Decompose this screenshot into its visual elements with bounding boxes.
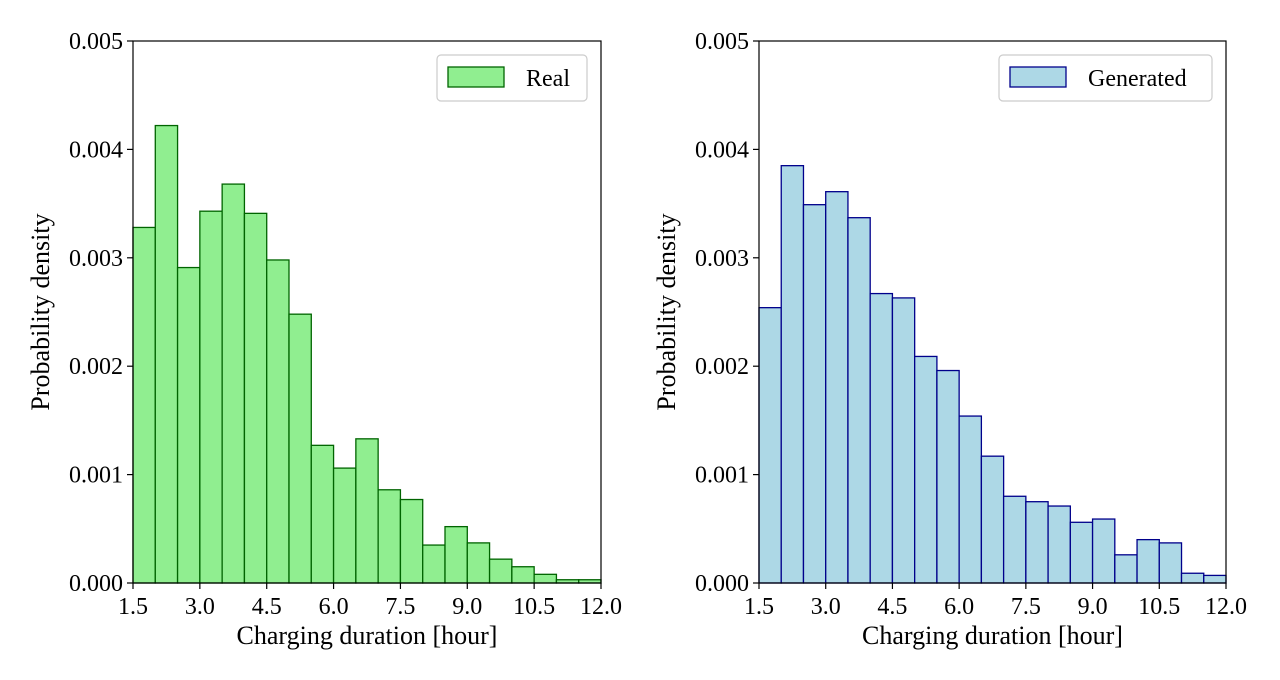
histogram-bar	[132, 226, 156, 584]
legend-label: Real	[526, 66, 570, 92]
x-tick-label: 12.0	[1205, 594, 1247, 620]
histogram-bar	[310, 444, 335, 584]
y-tick-label: 0.002	[695, 354, 749, 380]
histogram-bar	[1025, 501, 1049, 584]
histogram-bar	[154, 124, 179, 584]
y-tick-label: 0.004	[69, 137, 123, 163]
histogram-bar	[355, 438, 379, 584]
histogram-bar	[466, 542, 491, 584]
y-tick-label: 0.004	[695, 137, 749, 163]
histogram-bar	[377, 489, 402, 584]
x-tick-label: 12.0	[580, 594, 622, 620]
chart-panel-generated: 1.5 3.0 4.5 6.0 7.5 9.0 10.5 12.0 0.000 0.001 0.00…	[652, 29, 1247, 650]
histogram-bar	[511, 566, 535, 584]
legend: Generated	[998, 54, 1213, 102]
legend-label: Generated	[1088, 66, 1187, 92]
histogram-bar	[1136, 538, 1160, 584]
x-tick-label: 10.5	[513, 594, 555, 620]
histogram-bar	[847, 217, 871, 584]
histogram-bar	[266, 259, 290, 584]
histogram-bar	[1203, 574, 1227, 584]
y-tick-label: 0.000	[69, 571, 123, 597]
histogram-bar	[399, 498, 424, 584]
y-axis-label: Probability density	[652, 213, 681, 410]
histogram-bar	[1158, 542, 1183, 584]
y-tick-label: 0.003	[69, 246, 123, 272]
x-tick-label: 10.5	[1138, 594, 1180, 620]
histogram-bar	[914, 355, 938, 584]
x-tick-label: 7.5	[1011, 594, 1041, 620]
histogram-bar	[1114, 554, 1138, 584]
y-tick-label: 0.001	[695, 463, 749, 489]
histogram-bar	[422, 544, 446, 584]
legend-swatch	[1009, 66, 1067, 88]
x-tick-label: 1.5	[744, 594, 774, 620]
histogram-bar	[488, 558, 513, 584]
x-tick-label: 3.0	[811, 594, 841, 620]
histogram-bar	[758, 307, 782, 584]
histogram-bar	[444, 525, 468, 584]
histogram-bar	[891, 297, 916, 584]
y-tick-label: 0.002	[69, 354, 123, 380]
histogram-bar	[958, 415, 983, 584]
x-axis-label: Charging duration [hour]	[862, 621, 1123, 650]
x-tick-label: 7.5	[385, 594, 415, 620]
histogram-bar	[869, 292, 894, 584]
histogram-bar	[980, 455, 1005, 584]
x-tick-label: 9.0	[1078, 594, 1108, 620]
bars	[758, 165, 1227, 584]
histogram-bar	[1180, 572, 1205, 584]
legend: Real	[436, 54, 588, 102]
chart-panel-real: 1.5 3.0 4.5 6.0 7.5 9.0 10.5 12.0 0.000 0.001 0.00…	[26, 29, 622, 650]
histogram-bar	[1002, 495, 1027, 584]
x-tick-label: 6.0	[944, 594, 974, 620]
histogram-bar	[176, 266, 201, 584]
x-tick-label: 4.5	[877, 594, 907, 620]
axes-frame	[758, 40, 1227, 584]
histogram-bar	[802, 204, 827, 584]
histogram-bar	[199, 210, 223, 584]
histogram-bar	[780, 165, 805, 584]
x-tick-label: 4.5	[252, 594, 282, 620]
y-tick-label: 0.005	[69, 29, 123, 55]
y-axis-label: Probability density	[26, 213, 55, 410]
x-tick-label: 3.0	[185, 594, 215, 620]
histogram-bar	[1069, 521, 1094, 584]
x-tick-label: 1.5	[118, 594, 148, 620]
histogram-bar	[825, 191, 849, 584]
histogram-bar	[1047, 505, 1071, 584]
x-tick-label: 9.0	[452, 594, 482, 620]
histogram-bar	[221, 183, 246, 584]
axes-frame	[132, 40, 602, 584]
y-tick-label: 0.001	[69, 463, 123, 489]
y-tick-label: 0.003	[695, 246, 749, 272]
histogram-bar	[332, 467, 357, 584]
histogram-bar	[1091, 518, 1116, 584]
bars	[132, 124, 602, 584]
histogram-bar	[936, 369, 960, 584]
x-tick-label: 6.0	[319, 594, 349, 620]
y-tick-label: 0.005	[695, 29, 749, 55]
histogram-bar	[288, 313, 312, 584]
x-axis-label: Charging duration [hour]	[237, 621, 498, 650]
y-tick-label: 0.000	[695, 571, 749, 597]
histogram-bar	[243, 212, 268, 584]
legend-swatch	[447, 66, 505, 88]
histogram-bar	[533, 573, 558, 584]
